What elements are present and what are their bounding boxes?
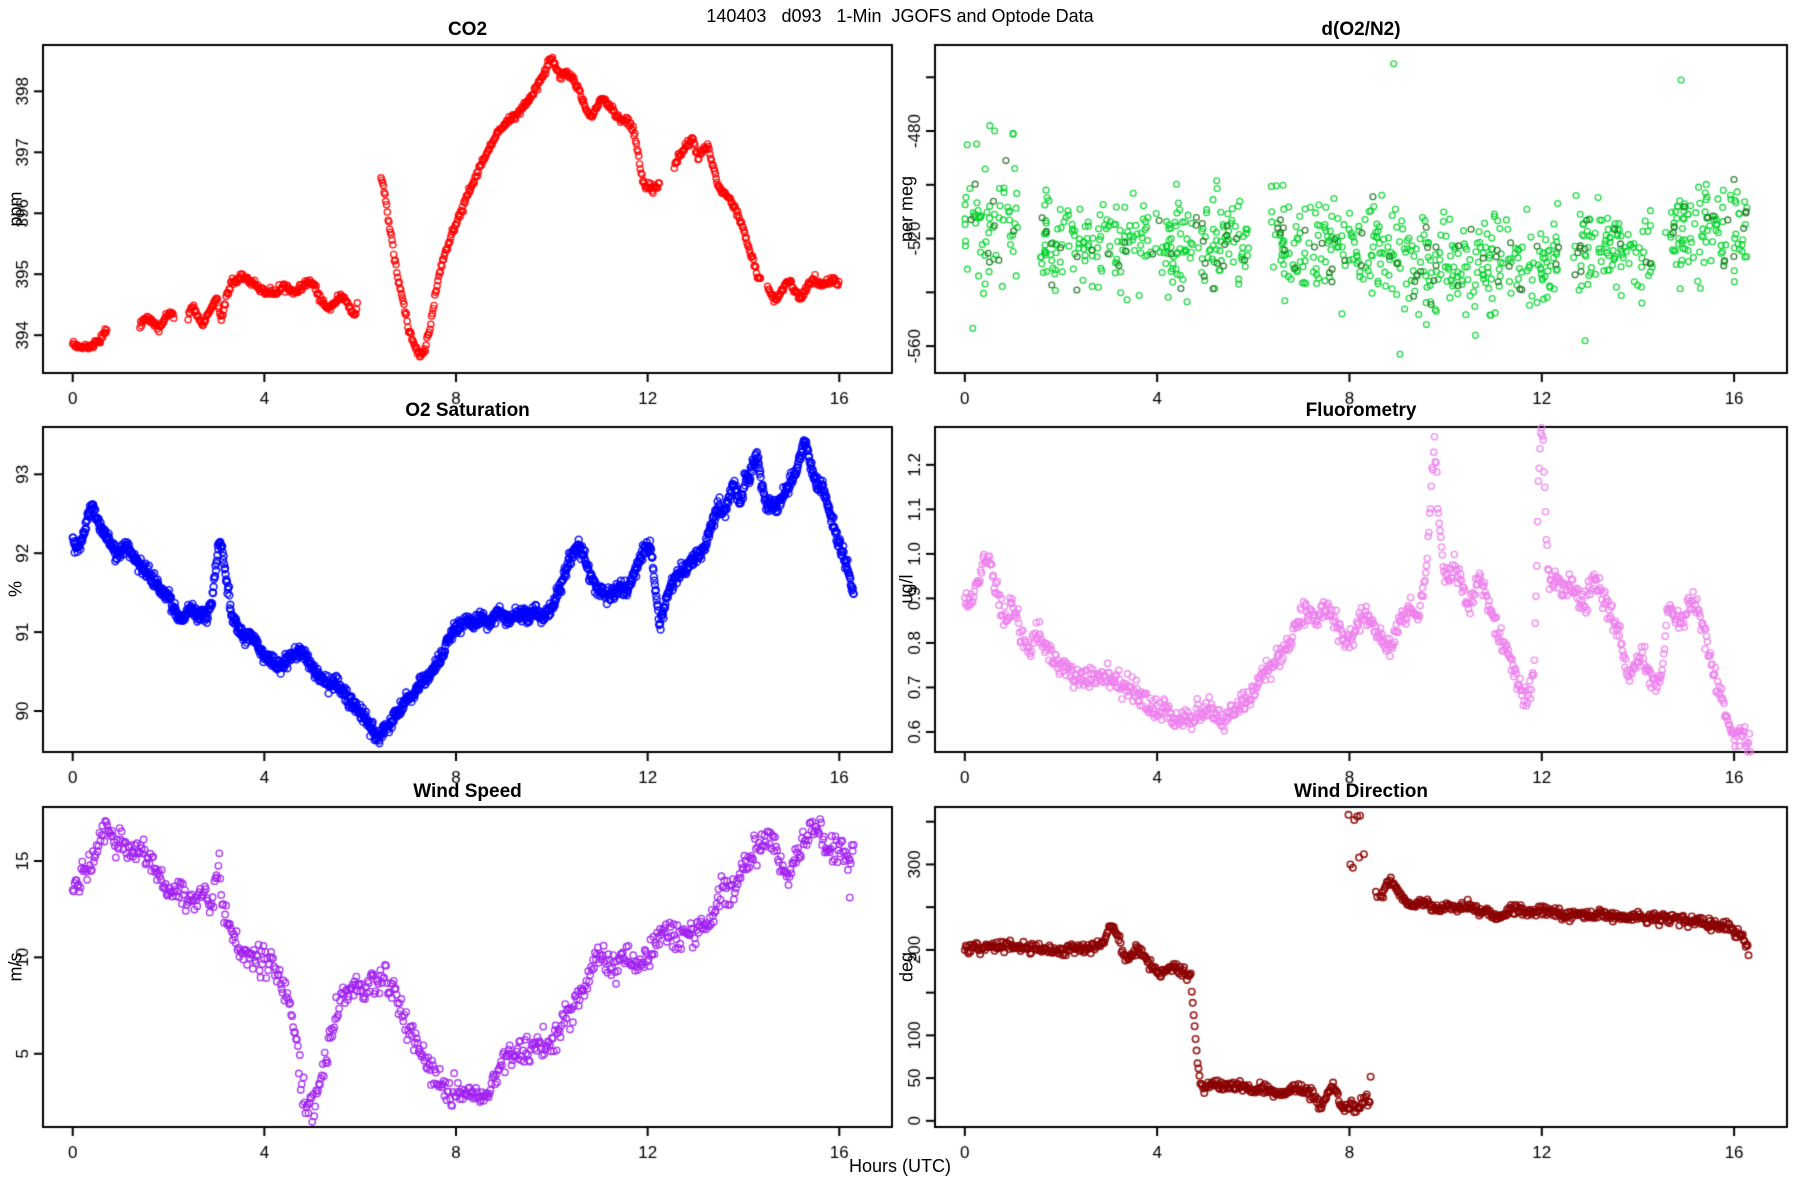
wind-direction-panel-title: Wind Direction — [1294, 781, 1428, 802]
do2n2-y-axis-unit: per meg — [896, 175, 917, 243]
fluorometry-panel-title: Fluorometry — [1305, 400, 1417, 421]
o2-saturation-panel-title: O2 Saturation — [405, 400, 530, 421]
o2-saturation-y-axis-unit: % — [5, 580, 26, 598]
do2n2-panel-title: d(O2/N2) — [1321, 19, 1401, 40]
fluorometry-y-axis-unit: ug/l — [896, 574, 917, 604]
wind-speed-y-axis-unit: m/s — [5, 952, 26, 982]
co2-panel-title: CO2 — [447, 19, 488, 40]
x-axis-label: Hours (UTC) — [849, 1156, 951, 1176]
figure-title: 140403 d093 1-Min JGOFS and Optode Data — [706, 6, 1094, 26]
co2-y-axis-unit: ppm — [5, 191, 26, 227]
wind-speed-panel-title: Wind Speed — [413, 781, 522, 802]
wind-direction-y-axis-unit: deg — [896, 951, 917, 983]
